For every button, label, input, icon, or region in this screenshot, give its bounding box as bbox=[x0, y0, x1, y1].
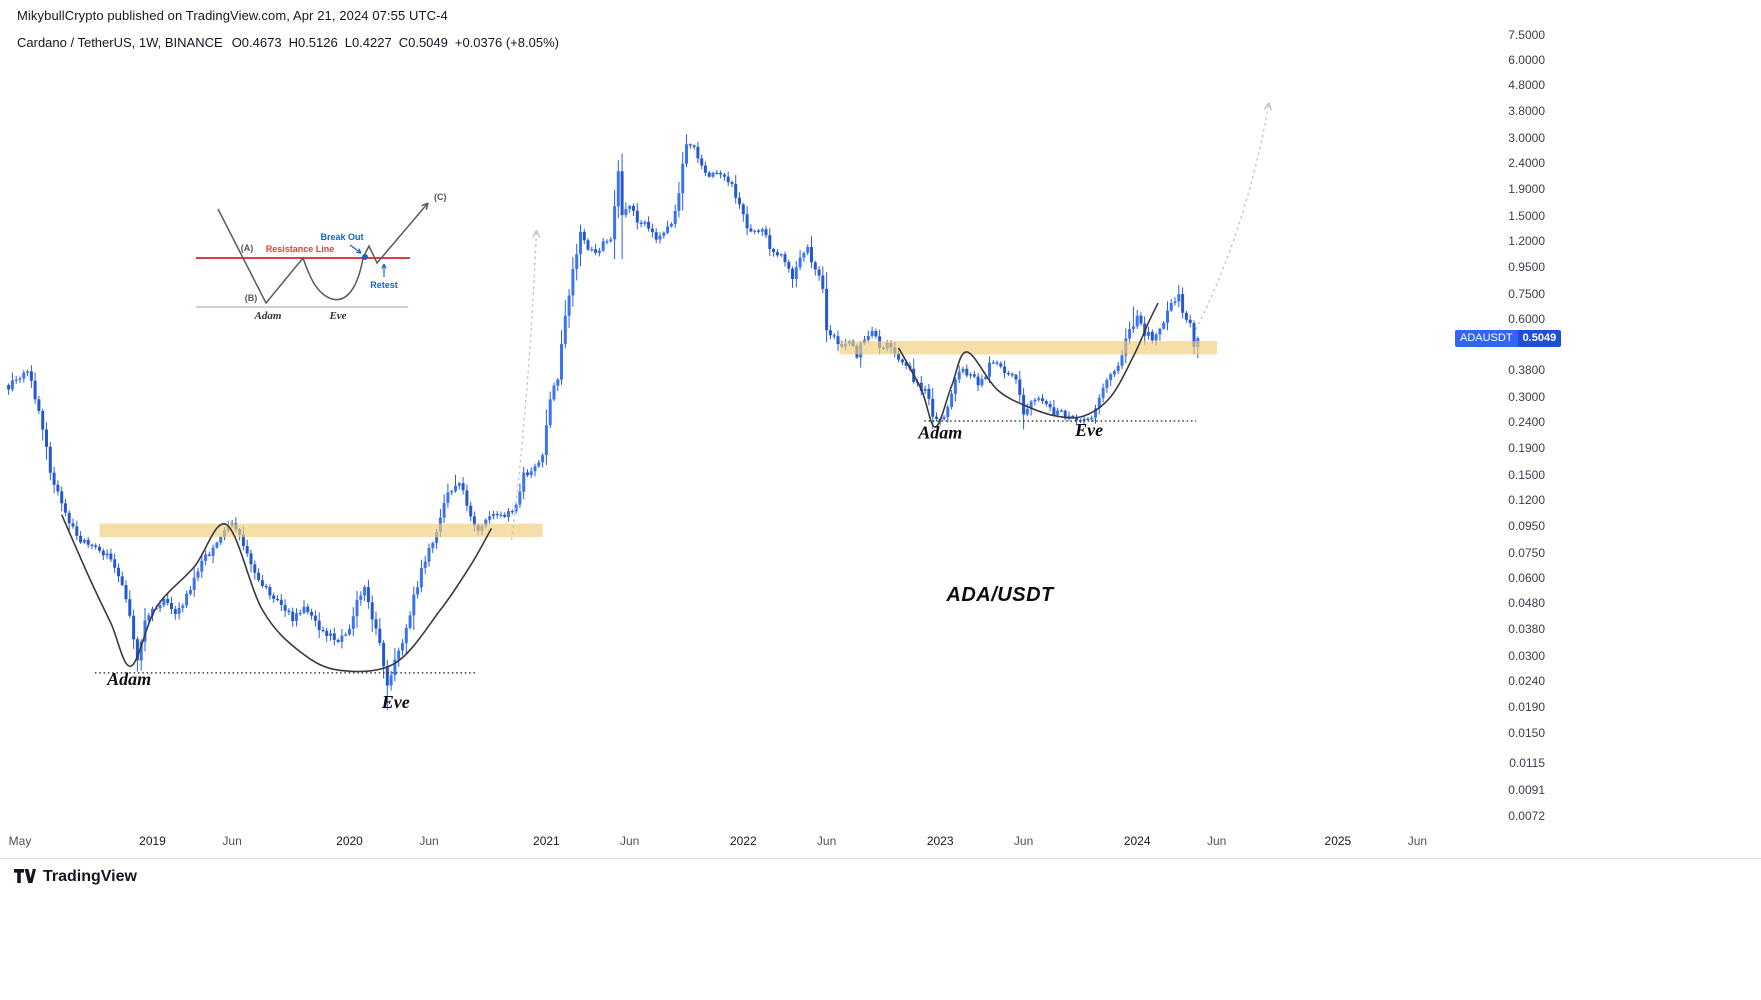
eve-label: Eve bbox=[1074, 420, 1103, 440]
pattern-curve bbox=[60, 514, 493, 673]
time-axis-label: Jun bbox=[1013, 834, 1034, 848]
ohlc-high: H0.5126 bbox=[288, 35, 338, 50]
price-axis[interactable]: 7.5000 6.0000 4.8000 3.8000 3.0000 2.4000 1.90… bbox=[1452, 0, 1545, 860]
price-axis-label: 0.9500 bbox=[1508, 260, 1545, 275]
price-axis-label: 0.0600 bbox=[1508, 570, 1545, 585]
pair-name-label: ADA/USDT bbox=[945, 584, 1055, 606]
projection-arrow bbox=[510, 230, 538, 540]
price-axis-label: 0.0190 bbox=[1508, 699, 1545, 714]
price-axis-label: 4.8000 bbox=[1508, 78, 1545, 93]
tradingview-brand[interactable]: TradingView bbox=[43, 868, 137, 885]
price-axis-label: 3.8000 bbox=[1508, 104, 1545, 119]
price-axis-label: 0.0750 bbox=[1508, 545, 1545, 560]
time-axis-label: Jun bbox=[620, 834, 640, 848]
time-axis-label: May bbox=[8, 834, 32, 848]
time-axis-label: Jun bbox=[222, 834, 242, 848]
price-axis-label: 0.3000 bbox=[1508, 389, 1545, 404]
time-axis-label: 2022 bbox=[729, 834, 757, 848]
time-axis-label: 2019 bbox=[139, 834, 166, 848]
time-axis-label: 2023 bbox=[926, 834, 954, 848]
price-axis-label: 0.0091 bbox=[1508, 782, 1545, 797]
price-axis-label: 6.0000 bbox=[1508, 53, 1545, 67]
time-axis-label: Jun bbox=[1407, 834, 1428, 848]
inset-eve-label: Eve bbox=[328, 310, 346, 322]
price-axis-label: 7.5000 bbox=[1508, 27, 1545, 42]
price-axis-label: 0.0240 bbox=[1508, 673, 1545, 688]
time-axis[interactable]: May 2019 Jun 2020 Jun 2021 Jun 2022 Jun 2023 Jun 20… bbox=[0, 834, 1450, 856]
inset-breakout-label: Break Out bbox=[320, 232, 363, 242]
candles-layer bbox=[7, 134, 1200, 710]
price-axis-label: 0.0380 bbox=[1508, 622, 1545, 636]
price-axis-label: 1.2000 bbox=[1508, 233, 1545, 248]
ohlc-open: O0.4673 bbox=[231, 35, 282, 50]
time-axis-label: 2024 bbox=[1123, 834, 1151, 848]
badge-symbol: ADAUSDT bbox=[1455, 329, 1518, 347]
inset-adam-label: Adam bbox=[254, 310, 282, 322]
adam-eve-pattern-1: Adam Eve bbox=[60, 229, 541, 712]
tradingview-logo-icon[interactable] bbox=[14, 869, 36, 885]
resistance-zone-2 bbox=[839, 341, 1218, 355]
inset-pattern-diagram: Resistance Line Break Out Retest (A) (B) (C) A… bbox=[196, 192, 447, 322]
inset-breakout-dot bbox=[362, 254, 368, 260]
last-price-badge: ADAUSDT 0.5049 bbox=[1455, 329, 1562, 347]
price-axis-label: 0.0950 bbox=[1508, 519, 1545, 533]
adam-label: Adam bbox=[106, 669, 151, 689]
ohlc-change: +0.0376 (+8.05%) bbox=[454, 35, 559, 50]
inset-resistance-label: Resistance Line bbox=[266, 244, 335, 254]
price-axis-label: 0.6000 bbox=[1508, 311, 1545, 326]
price-axis-label: 0.3800 bbox=[1508, 363, 1545, 378]
resistance-zone-1 bbox=[99, 523, 543, 538]
price-axis-label: 0.0300 bbox=[1508, 648, 1545, 663]
eve-label: Eve bbox=[381, 692, 410, 712]
symbol-info-row: Cardano / TetherUS, 1W, BINANCE O0.4673 H0… bbox=[17, 35, 566, 50]
inset-point-b-label: (B) bbox=[245, 293, 258, 303]
price-axis-label: 0.1900 bbox=[1508, 441, 1545, 456]
price-axis-label: 3.0000 bbox=[1508, 130, 1545, 145]
pattern-curve bbox=[897, 302, 1159, 428]
symbol-title[interactable]: Cardano / TetherUS, 1W, BINANCE bbox=[17, 35, 223, 50]
price-axis-label: 0.1200 bbox=[1508, 492, 1545, 507]
inset-retest-label: Retest bbox=[370, 280, 398, 290]
price-axis-label: 0.7500 bbox=[1508, 286, 1545, 301]
adam-eve-pattern-2: Adam Eve bbox=[897, 102, 1272, 442]
time-axis-label: 2020 bbox=[336, 834, 363, 848]
price-axis-label: 0.2400 bbox=[1508, 414, 1545, 429]
price-axis-label: 1.9000 bbox=[1508, 182, 1545, 197]
time-axis-label: 2025 bbox=[1324, 834, 1352, 848]
time-axis-label: Jun bbox=[1207, 834, 1227, 848]
price-axis-label: 0.0072 bbox=[1508, 808, 1545, 823]
ohlc-low: L0.4227 bbox=[344, 35, 392, 50]
projection-arrow bbox=[1195, 102, 1270, 330]
badge-price: 0.5049 bbox=[1517, 329, 1562, 347]
price-axis-label: 0.0115 bbox=[1509, 756, 1545, 771]
price-axis-label: 0.1500 bbox=[1508, 467, 1545, 482]
byline: MikybullCrypto published on TradingView.… bbox=[17, 8, 448, 23]
price-axis-label: 1.5000 bbox=[1508, 208, 1545, 223]
ohlc-close: C0.5049 bbox=[398, 35, 448, 50]
resistance-zones bbox=[99, 341, 1218, 538]
footer-bar: TradingView bbox=[0, 858, 1761, 1000]
inset-point-c-label: (C) bbox=[434, 192, 447, 202]
price-axis-label: 0.0150 bbox=[1508, 726, 1545, 741]
time-axis-label: 2021 bbox=[533, 834, 560, 848]
price-axis-label: 0.0480 bbox=[1508, 595, 1545, 610]
price-axis-label: 2.4000 bbox=[1508, 156, 1545, 170]
inset-pattern-path bbox=[217, 202, 429, 305]
time-axis-label: Jun bbox=[419, 834, 439, 848]
inset-point-a-label: (A) bbox=[241, 243, 254, 253]
time-axis-label: Jun bbox=[816, 834, 837, 848]
adam-label: Adam bbox=[917, 422, 962, 442]
